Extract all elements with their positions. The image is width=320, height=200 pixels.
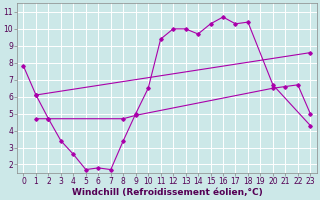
- X-axis label: Windchill (Refroidissement éolien,°C): Windchill (Refroidissement éolien,°C): [72, 188, 262, 197]
